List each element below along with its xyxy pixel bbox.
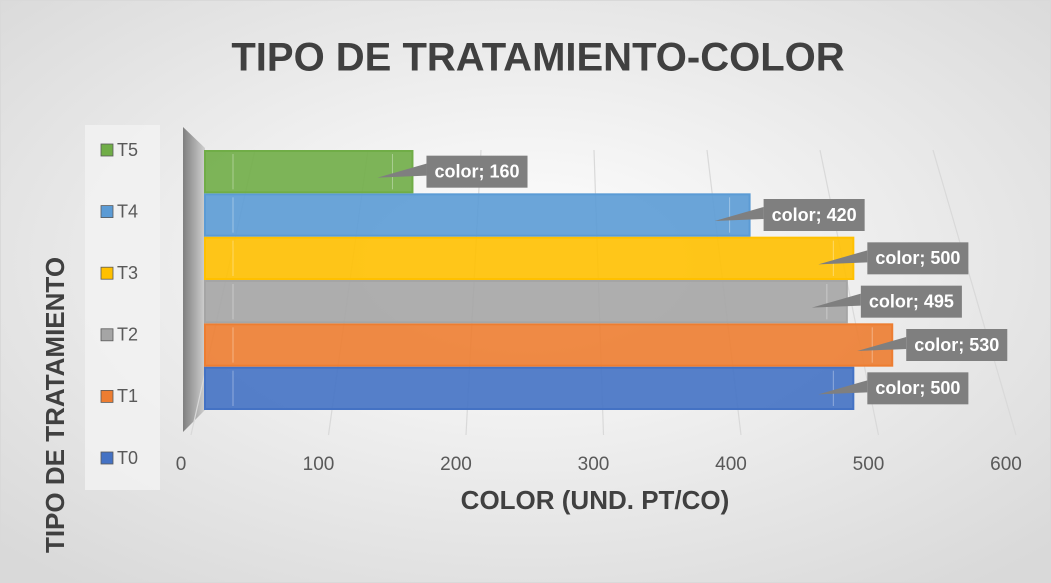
x-tick-label: 0 bbox=[176, 454, 187, 475]
bar bbox=[204, 323, 894, 367]
bar bbox=[204, 280, 848, 324]
data-label: color; 530 bbox=[914, 335, 999, 355]
legend-swatch bbox=[100, 451, 114, 465]
data-label-box bbox=[763, 199, 865, 231]
legend-label: T1 bbox=[117, 386, 138, 406]
bar bbox=[204, 150, 414, 194]
bar bbox=[204, 366, 855, 410]
data-label-box bbox=[860, 285, 962, 318]
data-label-box bbox=[867, 372, 969, 405]
x-axis-label: COLOR (UND. PT/CO) bbox=[461, 485, 730, 515]
x-tick-label: 200 bbox=[440, 454, 472, 475]
data-label: color; 160 bbox=[434, 161, 519, 181]
legend-label: T2 bbox=[117, 325, 138, 345]
data-label-box bbox=[906, 329, 1008, 361]
legend-label: T5 bbox=[117, 140, 138, 160]
label-callout bbox=[857, 337, 907, 351]
legend-swatch bbox=[100, 143, 114, 157]
legend-swatch bbox=[100, 389, 114, 403]
y-axis-label: TIPO DE TRATAMIENTO bbox=[40, 257, 70, 553]
data-label: color; 420 bbox=[772, 205, 857, 225]
data-label-box bbox=[867, 242, 969, 275]
data-label: color; 500 bbox=[875, 378, 960, 398]
legend-swatch bbox=[100, 328, 114, 342]
legend-label: T3 bbox=[117, 263, 138, 283]
label-callout bbox=[377, 163, 427, 178]
data-label: color; 495 bbox=[869, 291, 954, 311]
label-callout bbox=[818, 380, 868, 395]
side-wall bbox=[183, 127, 205, 432]
x-tick-label: 300 bbox=[578, 454, 610, 475]
x-tick-label: 500 bbox=[853, 454, 885, 475]
legend-panel bbox=[85, 125, 160, 490]
x-tick-label: 100 bbox=[303, 454, 335, 475]
x-tick-label: 400 bbox=[715, 454, 747, 475]
label-callout bbox=[818, 250, 868, 265]
data-label: color; 500 bbox=[875, 248, 960, 268]
chart-title: TIPO DE TRATAMIENTO-COLOR bbox=[231, 36, 844, 80]
grid-line bbox=[932, 149, 1017, 436]
data-label-box bbox=[426, 155, 528, 188]
bar bbox=[204, 236, 855, 281]
legend-swatch bbox=[100, 266, 114, 280]
label-callout bbox=[811, 293, 861, 308]
x-tick-label: 600 bbox=[990, 454, 1022, 475]
label-callout bbox=[714, 207, 764, 221]
legend-label: T0 bbox=[117, 448, 138, 468]
legend-label: T4 bbox=[117, 201, 138, 221]
legend-swatch bbox=[100, 205, 114, 219]
bar bbox=[204, 193, 751, 237]
